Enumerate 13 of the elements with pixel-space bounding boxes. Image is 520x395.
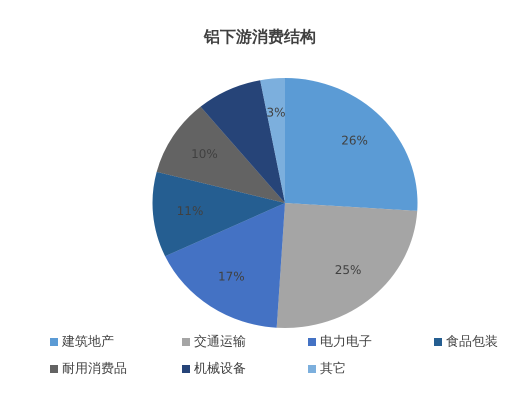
data-label: 26% [341,134,368,148]
chart-title: 铝下游消费结构 [203,27,316,46]
legend-label: 交通运输 [194,334,246,350]
data-label: 25% [334,262,362,277]
data-label: 3% [266,106,286,120]
legend-label: 机械设备 [194,362,246,377]
legend-label: 建筑地产 [61,334,114,350]
data-label: 17% [218,270,245,284]
legend-label: 食品包装 [446,334,498,350]
legend-label: 耐用消费品 [62,362,127,377]
legend-label: 电力电子 [320,334,372,350]
legend-label: 其它 [320,360,346,377]
data-label: 11% [176,204,204,218]
